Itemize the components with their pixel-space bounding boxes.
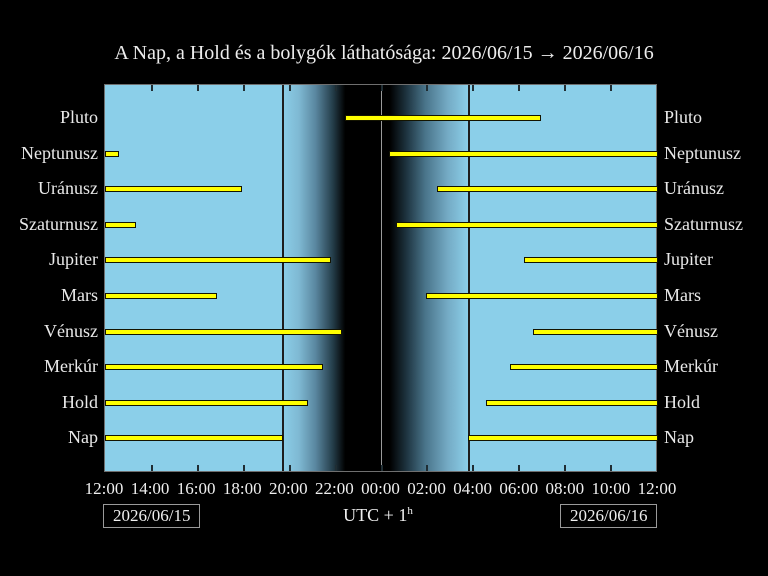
visibility-bar-szaturnusz xyxy=(105,221,136,228)
axis-tick xyxy=(610,85,613,91)
axis-tick xyxy=(288,465,291,471)
planet-label-right-szaturnusz: Szaturnusz xyxy=(664,213,743,234)
axis-tick xyxy=(610,465,613,471)
planet-label-right-pluto: Pluto xyxy=(664,107,703,128)
chart-title: A Nap, a Hold és a bolygók láthatósága: … xyxy=(114,42,654,64)
visibility-bar-jupiter xyxy=(524,257,658,264)
planet-label-left-mars: Mars xyxy=(61,284,98,305)
axis-tick xyxy=(334,465,337,471)
plot-area xyxy=(104,84,658,472)
visibility-bar-nap xyxy=(467,435,658,442)
axis-tick xyxy=(196,465,199,471)
planet-label-right-merkúr: Merkúr xyxy=(664,356,718,377)
axis-tick xyxy=(150,85,153,91)
planet-label-right-hold: Hold xyxy=(664,391,700,412)
axis-tick xyxy=(242,85,245,91)
date-box-left: 2026/06/15 xyxy=(103,504,201,528)
night-gradient xyxy=(281,85,469,471)
x-tick-label: 00:00 xyxy=(361,479,400,498)
axis-tick xyxy=(288,85,291,91)
visibility-bar-neptunusz xyxy=(388,150,658,157)
x-tick-label: 22:00 xyxy=(315,479,354,498)
midnight-line xyxy=(380,85,382,471)
visibility-bar-uránusz xyxy=(436,186,658,193)
planet-label-left-hold: Hold xyxy=(62,391,98,412)
axis-tick xyxy=(518,85,521,91)
visibility-bar-jupiter xyxy=(105,257,332,264)
visibility-bar-uránusz xyxy=(105,186,242,193)
x-tick-label: 02:00 xyxy=(407,479,446,498)
x-tick-label: 12:00 xyxy=(84,479,124,498)
timezone-label: UTC + 1h xyxy=(278,505,478,526)
date-box-right: 2026/06/16 xyxy=(560,504,658,528)
planet-label-left-nap: Nap xyxy=(68,427,98,448)
visibility-bar-mars xyxy=(425,292,658,299)
planet-label-right-nap: Nap xyxy=(664,427,694,448)
x-tick-label: 06:00 xyxy=(499,479,539,498)
axis-tick xyxy=(426,465,429,471)
axis-tick xyxy=(380,85,383,91)
x-tick-label: 10:00 xyxy=(591,479,631,498)
planet-label-left-merkúr: Merkúr xyxy=(44,356,98,377)
sunset-line xyxy=(281,85,284,471)
axis-tick xyxy=(472,465,475,471)
planet-label-right-neptunusz: Neptunusz xyxy=(664,142,741,163)
axis-tick xyxy=(334,85,337,91)
axis-tick xyxy=(380,465,383,471)
visibility-bar-mars xyxy=(105,292,217,299)
x-tick-label: 12:00 xyxy=(637,479,677,498)
axis-tick xyxy=(150,465,153,471)
visibility-bar-vénusz xyxy=(105,328,343,335)
axis-tick xyxy=(564,465,567,471)
x-tick-label: 18:00 xyxy=(222,479,262,498)
sunrise-line xyxy=(468,85,471,471)
planet-label-right-jupiter: Jupiter xyxy=(664,249,713,270)
visibility-bar-hold xyxy=(105,399,309,406)
axis-tick xyxy=(196,85,199,91)
x-tick-label: 04:00 xyxy=(453,479,493,498)
axis-tick xyxy=(242,465,245,471)
visibility-bar-vénusz xyxy=(533,328,658,335)
visibility-bar-merkúr xyxy=(105,364,324,371)
visibility-bar-merkúr xyxy=(509,364,658,371)
axis-tick xyxy=(472,85,475,91)
planet-label-left-jupiter: Jupiter xyxy=(49,249,98,270)
x-tick-label: 20:00 xyxy=(268,479,308,498)
planet-label-right-mars: Mars xyxy=(664,284,701,305)
visibility-bar-neptunusz xyxy=(105,150,119,157)
planet-label-left-pluto: Pluto xyxy=(59,107,98,128)
visibility-bar-pluto xyxy=(345,115,542,122)
visibility-bar-hold xyxy=(485,399,658,406)
visibility-bar-szaturnusz xyxy=(395,221,658,228)
planet-label-left-szaturnusz: Szaturnusz xyxy=(19,213,98,234)
planet-label-left-vénusz: Vénusz xyxy=(44,320,98,341)
planet-label-right-uránusz: Uránusz xyxy=(664,178,724,199)
x-tick-label: 08:00 xyxy=(545,479,585,498)
planet-label-right-vénusz: Vénusz xyxy=(664,320,718,341)
axis-tick xyxy=(426,85,429,91)
timezone-text: UTC + 1 xyxy=(343,505,408,525)
x-tick-label: 14:00 xyxy=(130,479,170,498)
planet-label-left-uránusz: Uránusz xyxy=(38,178,98,199)
visibility-bar-nap xyxy=(105,435,284,442)
axis-tick xyxy=(564,85,567,91)
x-tick-label: 16:00 xyxy=(176,479,216,498)
axis-tick xyxy=(518,465,521,471)
planet-label-left-neptunusz: Neptunusz xyxy=(21,142,98,163)
timezone-superscript: h xyxy=(407,505,413,517)
